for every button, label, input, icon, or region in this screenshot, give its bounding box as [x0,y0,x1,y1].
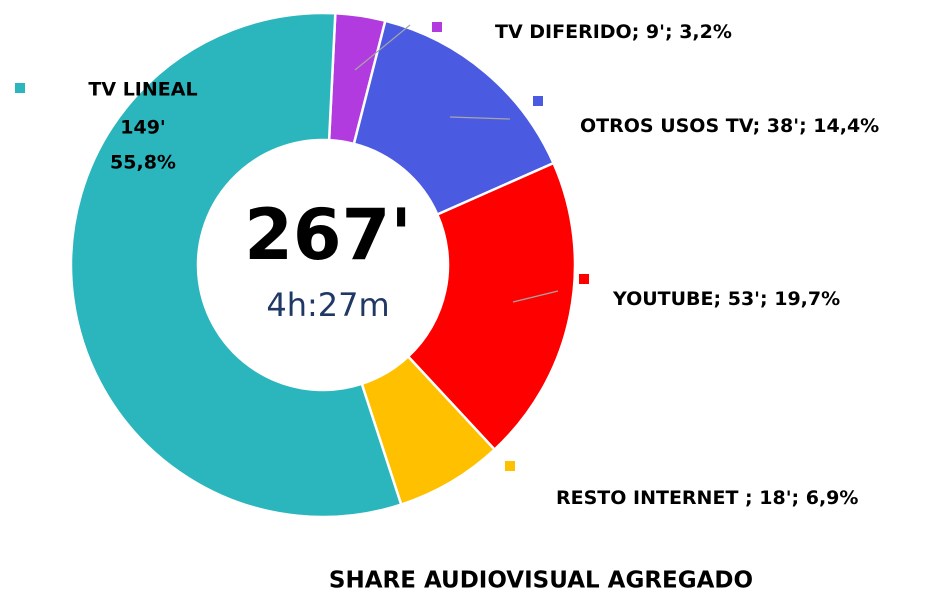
label-part: 19,7% [774,288,840,310]
data-label: TV LINEAL [88,79,197,101]
label-marker [579,274,589,284]
label-part: ; [799,115,813,137]
data-label: TV DIFERIDO; 9'; 3,2% [495,21,732,43]
leader-line [512,290,559,303]
label-part: ; [714,288,728,310]
data-label: 55,8% [110,152,176,174]
label-part: 6,9% [806,487,859,509]
label-part: 9' [646,21,665,43]
chart-title: SHARE AUDIOVISUAL AGREGADO [329,568,753,594]
label-part: RESTO INTERNET [556,487,745,509]
label-part: 18' [759,487,791,509]
donut-slice [406,161,577,452]
label-part: ; [753,115,767,137]
leader-lines [354,24,559,303]
center-value: 267' [244,194,412,276]
label-part: OTROS USOS TV [580,115,754,137]
label-part: YOUTUBE [612,288,714,310]
label-part: 14,4% [813,115,879,137]
label-marker [15,83,25,93]
label-part: ; [632,21,646,43]
data-label: RESTO INTERNET ; 18'; 6,9% [556,487,858,509]
leader-line [449,116,511,120]
label-marker [432,22,442,32]
center-subtitle: 4h:27m [266,286,389,324]
label-part: ; [792,487,806,509]
data-label: OTROS USOS TV; 38'; 14,4% [580,115,879,137]
leader-line [354,24,411,71]
label-marker [533,96,543,106]
label-part: TV DIFERIDO [495,21,632,43]
label-part: ; [745,487,759,509]
data-label: YOUTUBE; 53'; 19,7% [612,288,840,310]
data-label: 149' [120,117,165,139]
label-part: 3,2% [679,21,732,43]
label-part: ; [760,288,774,310]
label-part: 53' [728,288,760,310]
label-part: 38' [767,115,799,137]
label-part: ; [665,21,679,43]
donut-slice [69,11,403,519]
label-marker [505,461,515,471]
